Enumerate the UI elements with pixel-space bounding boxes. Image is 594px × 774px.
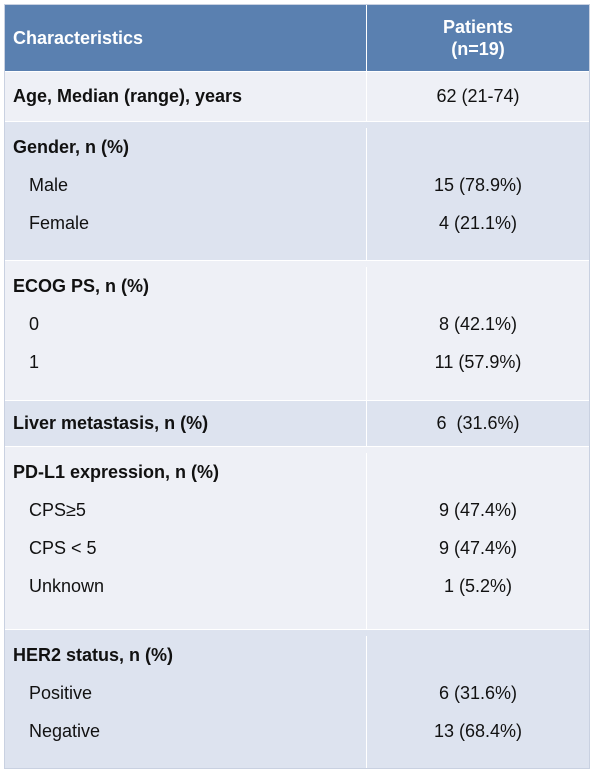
ecog-1-label: 1 — [29, 351, 40, 372]
group-pdl1: PD-L1 expression, n (%) CPS≥5 CPS < 5 Un… — [5, 446, 589, 629]
ecog-0-label: 0 — [29, 313, 40, 334]
gender-male-value: 15 (78.9%) — [433, 174, 523, 195]
her2-positive-value: 6 (31.6%) — [438, 682, 518, 703]
ecog-0-value: 8 (42.1%) — [438, 313, 518, 334]
pdl1-unknown-label: Unknown — [29, 575, 105, 596]
ecog-1-value: 11 (57.9%) — [434, 351, 522, 372]
group-gender: Gender, n (%) Male Female 15 (78.9%) 4 (… — [5, 121, 589, 260]
age-label: Age, Median (range), years — [13, 86, 243, 106]
header-patients: Patients (n=19) — [367, 5, 589, 71]
header-characteristics: Characteristics — [5, 5, 367, 71]
liver-label: Liver metastasis, n (%) — [13, 413, 209, 433]
header-patients-count: (n=19) — [451, 39, 505, 59]
header-patients-label: Patients — [442, 17, 514, 37]
pdl1-cps-lt5-value: 9 (47.4%) — [438, 537, 518, 558]
ecog-label: ECOG PS, n (%) — [13, 275, 150, 296]
group-ecog: ECOG PS, n (%) 0 1 8 (42.1%) 11 (57.9%) — [5, 260, 589, 400]
her2-negative-label: Negative — [29, 720, 101, 741]
group-age: Age, Median (range), years 62 (21-74) — [5, 71, 589, 121]
her2-negative-value: 13 (68.4%) — [433, 720, 523, 741]
her2-label: HER2 status, n (%) — [13, 644, 174, 665]
age-value: 62 (21-74) — [436, 86, 520, 106]
gender-label: Gender, n (%) — [13, 136, 130, 157]
group-liver: Liver metastasis, n (%) 6 (31.6%) — [5, 400, 589, 446]
pdl1-cps-ge5-value: 9 (47.4%) — [438, 499, 518, 520]
pdl1-cps-ge5-label: CPS≥5 — [29, 499, 86, 520]
gender-male-label: Male — [29, 174, 69, 195]
gender-female-value: 4 (21.1%) — [438, 212, 518, 233]
table-header: Characteristics Patients (n=19) — [5, 5, 589, 71]
group-her2: HER2 status, n (%) Positive Negative 6 (… — [5, 629, 589, 768]
gender-female-label: Female — [29, 212, 90, 233]
liver-value: 6 (31.6%) — [436, 413, 520, 433]
her2-positive-label: Positive — [29, 682, 93, 703]
pdl1-label: PD-L1 expression, n (%) — [13, 461, 220, 482]
pdl1-cps-lt5-label: CPS < 5 — [29, 537, 97, 558]
pdl1-unknown-value: 1 (5.2%) — [443, 575, 513, 596]
characteristics-table: Characteristics Patients (n=19) Age, Med… — [4, 4, 590, 769]
